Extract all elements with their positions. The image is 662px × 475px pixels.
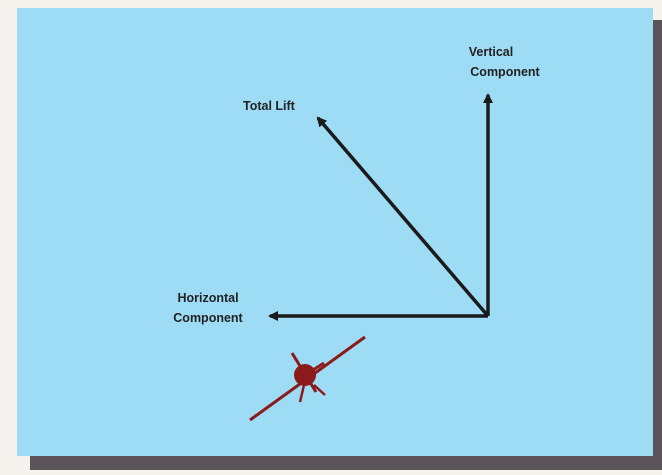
horizontal-label-1: Horizontal [177, 291, 238, 305]
sky-panel [17, 8, 653, 456]
diagram: Total Lift Vertical Component Horizontal… [0, 0, 662, 470]
total-lift-label: Total Lift [243, 99, 296, 113]
page: {"labels": {"total_lift": "Total Lift", … [0, 0, 662, 470]
vertical-label-2: Component [470, 65, 540, 79]
vertical-label-1: Vertical [469, 45, 513, 59]
horizontal-label-2: Component [173, 311, 243, 325]
